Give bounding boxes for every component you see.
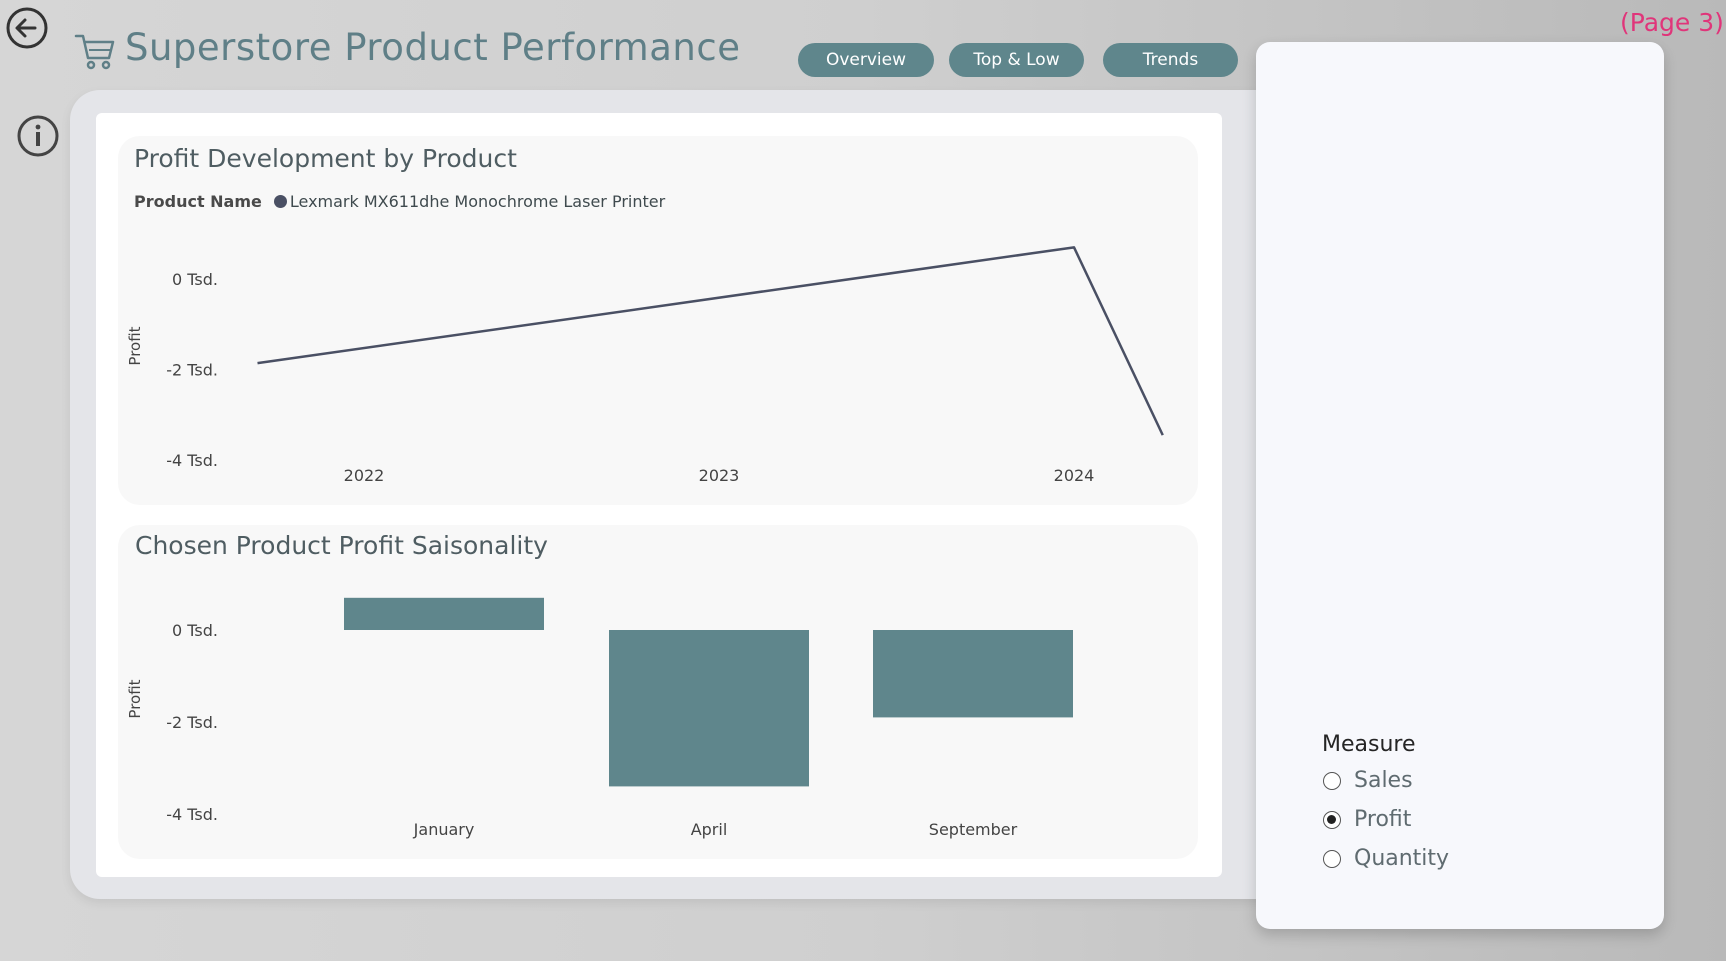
profit-development-panel: Profit Development by Product Product Na… — [118, 136, 1198, 505]
page-title: Superstore Product Performance — [125, 26, 741, 69]
profit-saisonality-panel: Chosen Product Profit Saisonality Profit… — [118, 525, 1198, 859]
line-x-tick-label: 2024 — [1054, 466, 1095, 485]
measure-option-sales[interactable]: Sales — [1323, 768, 1413, 793]
nav-trends-button[interactable]: Trends — [1103, 43, 1238, 77]
bar-y-tick-label: -4 Tsd. — [166, 805, 218, 824]
line-chart-title: Profit Development by Product — [134, 144, 517, 173]
bar-y-tick-label: -2 Tsd. — [166, 713, 218, 732]
line-y-tick-label: 0 Tsd. — [172, 270, 218, 289]
radio-label-sales: Sales — [1354, 768, 1413, 793]
measure-option-profit[interactable]: Profit — [1323, 807, 1411, 832]
radio-sales[interactable] — [1323, 771, 1341, 790]
bar-x-tick-label: September — [929, 820, 1018, 839]
profit-bar-chart[interactable]: Profit 0 Tsd. -2 Tsd. -4 Tsd. January April Se… — [118, 525, 1198, 859]
bar-x-tick-label: January — [413, 820, 475, 839]
bar-chart-title: Chosen Product Profit Saisonality — [135, 531, 548, 560]
line-x-tick-label: 2022 — [344, 466, 385, 485]
nav-top-low-button[interactable]: Top & Low — [949, 43, 1084, 77]
bar-september[interactable] — [873, 630, 1073, 718]
page-number-label: (Page 3) — [1620, 8, 1724, 37]
bar-january[interactable] — [344, 597, 544, 630]
radio-label-profit: Profit — [1354, 807, 1412, 832]
profit-line-chart[interactable]: Profit 0 Tsd. -2 Tsd. -4 Tsd. 2022 2023 2024 — [118, 136, 1198, 505]
info-icon[interactable] — [16, 114, 60, 158]
bar-y-axis-label: Profit — [126, 679, 144, 718]
shopping-cart-icon — [74, 31, 116, 71]
nav-overview-button[interactable]: Overview — [798, 43, 934, 77]
line-series — [257, 246, 1164, 436]
line-y-tick-label: -4 Tsd. — [166, 451, 218, 470]
line-chart-legend: Product Name Lexmark MX611dhe Monochrome… — [134, 192, 665, 211]
measure-option-quantity[interactable]: Quantity — [1323, 846, 1449, 871]
legend-dot-icon — [273, 195, 287, 208]
filter-side-panel — [1256, 42, 1664, 929]
bar-april[interactable] — [609, 630, 809, 787]
legend-label: Product Name — [134, 192, 262, 211]
line-x-tick-label: 2023 — [699, 466, 740, 485]
line-y-tick-label: -2 Tsd. — [166, 361, 218, 380]
radio-label-quantity: Quantity — [1354, 846, 1450, 871]
radio-profit[interactable] — [1323, 810, 1341, 829]
line-y-axis-label: Profit — [126, 326, 144, 365]
legend-item[interactable]: Lexmark MX611dhe Monochrome Laser Printe… — [289, 192, 666, 211]
bar-x-tick-label: April — [691, 820, 728, 839]
radio-quantity[interactable] — [1323, 849, 1341, 868]
measure-title: Measure — [1322, 732, 1416, 757]
back-icon[interactable] — [4, 5, 50, 51]
bar-y-tick-label: 0 Tsd. — [172, 621, 218, 640]
